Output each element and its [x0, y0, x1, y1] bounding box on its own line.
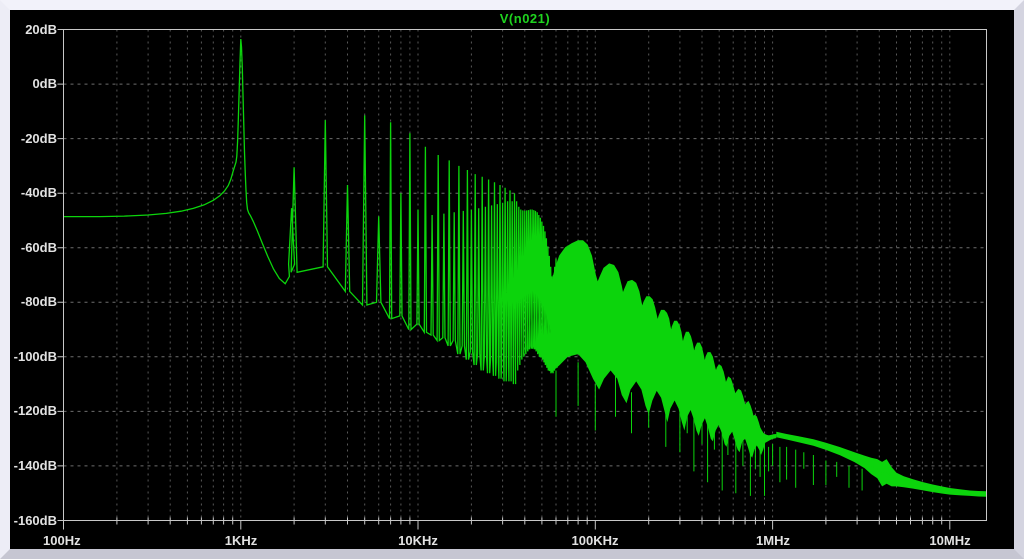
trace-hairs — [555, 362, 863, 496]
fft-plot[interactable] — [53, 29, 987, 531]
trace-band-envelope — [552, 240, 777, 437]
trace-main — [63, 38, 558, 385]
trace-tail — [776, 434, 987, 495]
axis-ticks — [57, 29, 951, 530]
plot-client-area: V(n021) 20dB 0dB -20dB -40dB -60dB -80dB… — [10, 10, 1014, 549]
y-axis-label: -80dB — [20, 294, 57, 309]
y-axis-label: -160dB — [13, 513, 57, 528]
y-axis-label: -140dB — [13, 458, 57, 473]
x-axis-label: 100Hz — [43, 533, 81, 548]
x-axis-label: 10KHz — [398, 533, 438, 548]
y-axis-label: 20dB — [25, 22, 57, 37]
y-axis-label: -100dB — [13, 349, 57, 364]
trace-noise-band — [553, 240, 777, 458]
trace-tail-fuzz — [776, 431, 987, 497]
x-axis-label: 1KHz — [224, 533, 258, 548]
y-axis-label: -40dB — [20, 185, 57, 200]
y-axis-label: -20dB — [20, 131, 57, 146]
y-axis-label: 0dB — [32, 76, 57, 91]
x-axis-label: 10MHz — [929, 533, 971, 548]
trace-label[interactable]: V(n021) — [499, 11, 551, 26]
x-axis-label: 100KHz — [571, 533, 619, 548]
y-axis-label: -120dB — [13, 403, 57, 418]
x-axis-label: 1MHz — [756, 533, 790, 548]
y-axis-label: -60dB — [20, 240, 57, 255]
